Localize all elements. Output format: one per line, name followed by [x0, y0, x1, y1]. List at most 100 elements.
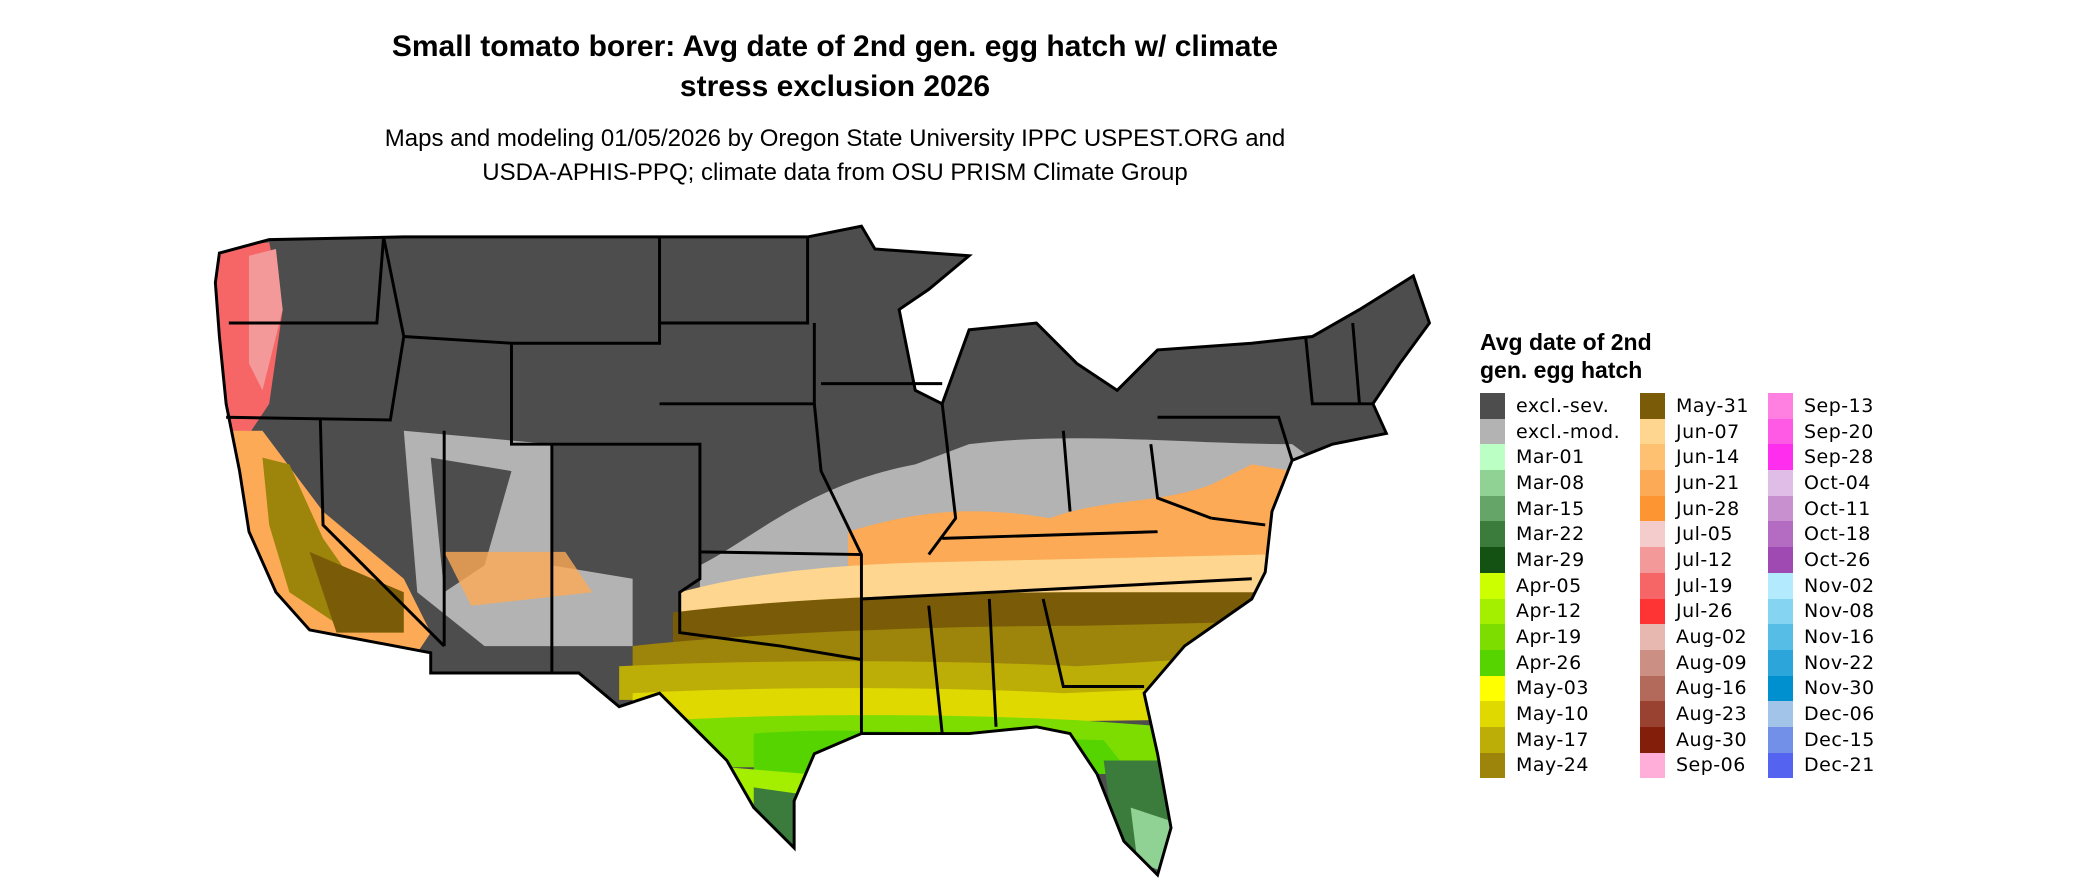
legend-item: Aug-02: [1640, 624, 1768, 650]
legend-item: Dec-06: [1768, 701, 1875, 727]
legend-item: Sep-06: [1640, 752, 1768, 779]
legend-swatch: [1480, 649, 1505, 676]
state-borders: [213, 224, 1432, 878]
legend-swatch: [1640, 598, 1665, 625]
map-title: Small tomato borer: Avg date of 2nd gen.…: [280, 27, 1390, 107]
legend-item: Dec-15: [1768, 726, 1875, 753]
legend-label: Apr-05: [1516, 574, 1582, 597]
legend-item: excl.-mod.: [1480, 418, 1640, 445]
legend-swatch: [1640, 726, 1665, 753]
legend-item: excl.-sev.: [1480, 393, 1640, 419]
subtitle-line-1: Maps and modeling 01/05/2026 by Oregon S…: [384, 125, 1286, 152]
subtitle-line-2: USDA-APHIS-PPQ; climate data from OSU PR…: [482, 159, 1188, 186]
legend-swatch: [1480, 675, 1505, 702]
legend-item: Jul-12: [1640, 547, 1768, 573]
legend-label: Sep-06: [1676, 754, 1746, 777]
legend-item: Mar-08: [1480, 470, 1640, 496]
legend-swatch: [1640, 675, 1665, 702]
legend-column: May-31 Jun-07 Jun-14 Jun-21 Jun-28 Jul-05 Jul-…: [1640, 393, 1768, 779]
map-subtitle: Maps and modeling 01/05/2026 by Oregon S…: [280, 122, 1390, 190]
legend-swatch: [1768, 726, 1793, 753]
legend-label: Oct-11: [1804, 497, 1871, 520]
legend-swatch: [1640, 521, 1665, 548]
legend-label: Jun-28: [1676, 497, 1740, 520]
legend-swatch: [1768, 418, 1793, 445]
legend-label: May-31: [1676, 394, 1749, 417]
legend-label: Oct-18: [1804, 523, 1871, 546]
legend-item: Jun-21: [1640, 470, 1768, 496]
legend-label: Aug-09: [1676, 651, 1748, 674]
legend-item: Nov-22: [1768, 649, 1875, 676]
legend-item: Mar-29: [1480, 547, 1640, 573]
legend-swatch: [1480, 572, 1505, 599]
legend-item: Apr-12: [1480, 598, 1640, 625]
legend-swatch: [1640, 547, 1665, 573]
legend-item: Sep-20: [1768, 418, 1875, 445]
legend-label: Aug-02: [1676, 626, 1748, 649]
legend-item: Nov-08: [1768, 598, 1875, 625]
legend-item: Nov-16: [1768, 624, 1875, 650]
legend-item: Aug-30: [1640, 726, 1768, 753]
legend-label: excl.-mod.: [1516, 420, 1621, 443]
legend-swatch: [1768, 649, 1793, 676]
legend-item: Jun-07: [1640, 418, 1768, 445]
legend-item: May-31: [1640, 393, 1768, 419]
legend-item: Oct-18: [1768, 521, 1875, 548]
legend-swatch: [1768, 752, 1793, 779]
legend-label: Aug-30: [1676, 728, 1748, 751]
legend-label: Mar-29: [1516, 548, 1585, 571]
legend-item: Nov-30: [1768, 675, 1875, 702]
legend-item: Mar-22: [1480, 521, 1640, 548]
legend-swatch: [1640, 444, 1665, 471]
legend-label: May-24: [1516, 754, 1589, 777]
legend-swatch: [1480, 521, 1505, 548]
legend-item: Jul-05: [1640, 521, 1768, 548]
legend-swatch: [1768, 495, 1793, 522]
legend-label: May-10: [1516, 703, 1589, 726]
legend-swatch: [1768, 598, 1793, 625]
legend-item: Sep-13: [1768, 393, 1875, 419]
legend-label: Sep-13: [1804, 394, 1874, 417]
legend-item: Aug-09: [1640, 649, 1768, 676]
legend-swatch: [1480, 393, 1505, 419]
legend-label: Nov-08: [1804, 600, 1875, 623]
legend-label: Dec-06: [1804, 703, 1875, 726]
legend-label: Mar-22: [1516, 523, 1585, 546]
legend-swatch: [1480, 752, 1505, 779]
legend-item: May-24: [1480, 752, 1640, 779]
legend-item: Jul-26: [1640, 598, 1768, 625]
legend-swatch: [1640, 393, 1665, 419]
legend-swatch: [1768, 470, 1793, 496]
legend-label: Jul-26: [1676, 600, 1733, 623]
legend-swatch: [1480, 444, 1505, 471]
legend-swatch: [1480, 701, 1505, 727]
legend-swatch: [1768, 547, 1793, 573]
legend-item: Nov-02: [1768, 572, 1875, 599]
legend-swatch: [1640, 470, 1665, 496]
legend-label: Aug-16: [1676, 677, 1748, 700]
legend-swatch: [1768, 444, 1793, 471]
legend-title-line-1: Avg date of 2nd: [1480, 329, 1652, 355]
legend-item: Apr-19: [1480, 624, 1640, 650]
legend-swatch: [1640, 572, 1665, 599]
legend-label: Mar-15: [1516, 497, 1585, 520]
legend-label: Nov-30: [1804, 677, 1875, 700]
legend-swatch: [1640, 418, 1665, 445]
legend-label: Jun-14: [1676, 446, 1740, 469]
legend-label: Jul-05: [1676, 523, 1733, 546]
legend-label: Nov-16: [1804, 626, 1875, 649]
legend-label: Mar-01: [1516, 446, 1585, 469]
legend-swatch: [1480, 418, 1505, 445]
legend-swatch: [1768, 624, 1793, 650]
legend-item: Sep-28: [1768, 444, 1875, 471]
legend-label: May-17: [1516, 728, 1589, 751]
legend-label: Jun-07: [1676, 420, 1740, 443]
legend-swatch: [1768, 572, 1793, 599]
title-line-1: Small tomato borer: Avg date of 2nd gen.…: [391, 30, 1279, 63]
legend-title-line-2: gen. egg hatch: [1480, 357, 1643, 383]
legend-swatch: [1480, 547, 1505, 573]
legend-item: Jun-14: [1640, 444, 1768, 471]
legend-label: Apr-19: [1516, 626, 1582, 649]
legend-label: Nov-22: [1804, 651, 1875, 674]
